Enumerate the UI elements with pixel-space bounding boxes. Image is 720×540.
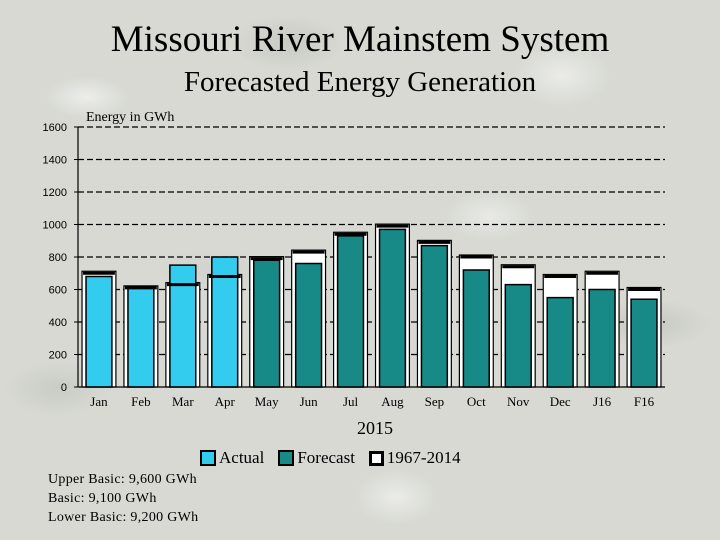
x-tick-label-Apr: Apr [215, 394, 236, 409]
forecast-bar-F16 [630, 298, 658, 388]
x-tick-label-Jun: Jun [300, 394, 319, 409]
forecast-bar-Dec [546, 296, 574, 388]
legend-forecast-swatch [278, 450, 295, 466]
forecast-bar-Aug [378, 228, 407, 388]
chart-title: Missouri River Mainstem System [110, 19, 610, 60]
x-tick-label-Nov: Nov [507, 394, 530, 409]
legend-historical: 1967-2014 [368, 448, 461, 468]
note-upper-basic: Upper Basic: 9,600 GWh [48, 472, 197, 487]
y-tick-label-800: 800 [49, 252, 67, 264]
x-tick-label-Mar: Mar [172, 394, 194, 409]
legend-forecast-label: Forecast [297, 448, 355, 467]
y-tick-label-0: 0 [61, 382, 67, 394]
forecast-bar-J16 [588, 288, 616, 388]
actual-bar-Apr [211, 256, 239, 388]
y-tick-label-1000: 1000 [43, 220, 67, 232]
forecast-bar-Nov [504, 283, 532, 388]
forecast-bar-Jul [336, 235, 365, 388]
y-tick-label-200: 200 [49, 350, 67, 362]
axis-labels: 0 200 400 600 800 1000 1200 1400 1600 Jan Feb Mar Ap… [43, 122, 655, 409]
forecast-bar-Sep [420, 244, 449, 388]
chart-subtitle: Forecasted Energy Generation [183, 66, 537, 98]
forecast-bar-Jun [294, 262, 323, 388]
y-tick-label-1600: 1600 [43, 122, 67, 134]
x-tick-label-Jul: Jul [343, 394, 359, 409]
y-tick-label-1400: 1400 [43, 155, 67, 167]
legend-historical-label: 1967-2014 [386, 448, 461, 467]
x-tick-label-Oct: Oct [467, 394, 486, 409]
y-tick-label-400: 400 [49, 317, 67, 329]
x-tick-label-F16: F16 [634, 394, 655, 409]
x-tick-label-Sep: Sep [425, 394, 445, 409]
note-basic: Basic: 9,100 GWh [48, 491, 157, 506]
axes [74, 126, 665, 388]
y-axis-label: Energy in GWh [86, 110, 174, 125]
bars [81, 223, 662, 388]
x-tick-label-Jan: Jan [90, 394, 108, 409]
basin-notes: Upper Basic: 9,600 GWh Basic: 9,100 GWh … [48, 470, 198, 527]
y-tick-label-1200: 1200 [43, 187, 67, 199]
x-tick-label-Feb: Feb [131, 394, 151, 409]
actual-bar-Jan [85, 275, 113, 388]
legend-actual-swatch [200, 450, 216, 466]
legend-forecast: Forecast [278, 448, 355, 468]
forecast-bar-May [252, 259, 281, 388]
legend: Actual Forecast 1967-2014 [200, 448, 475, 468]
actual-bar-Feb [127, 285, 155, 388]
x-tick-label-Dec: Dec [550, 394, 571, 409]
legend-historical-swatch [368, 450, 384, 466]
x-axis-label: 2015 [357, 418, 393, 438]
forecast-bar-Oct [462, 269, 491, 388]
legend-actual-label: Actual [219, 448, 265, 467]
x-tick-label-Aug: Aug [381, 394, 404, 409]
x-tick-label-J16: J16 [593, 394, 612, 409]
y-tick-label-600: 600 [49, 285, 67, 297]
note-lower-basic: Lower Basic: 9,200 GWh [48, 510, 199, 525]
legend-actual: Actual [200, 448, 264, 468]
x-tick-label-May: May [255, 394, 279, 409]
